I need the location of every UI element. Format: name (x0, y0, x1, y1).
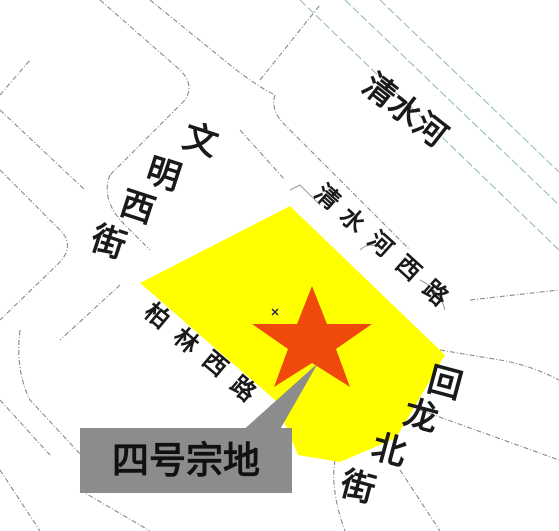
callout-box (80, 428, 292, 493)
callout-pointer (240, 363, 318, 433)
river-banks (299, 0, 559, 251)
star-icon (252, 286, 372, 387)
cross-marker-icon (271, 308, 279, 316)
parcel-label: 四号宗地 (112, 439, 260, 482)
